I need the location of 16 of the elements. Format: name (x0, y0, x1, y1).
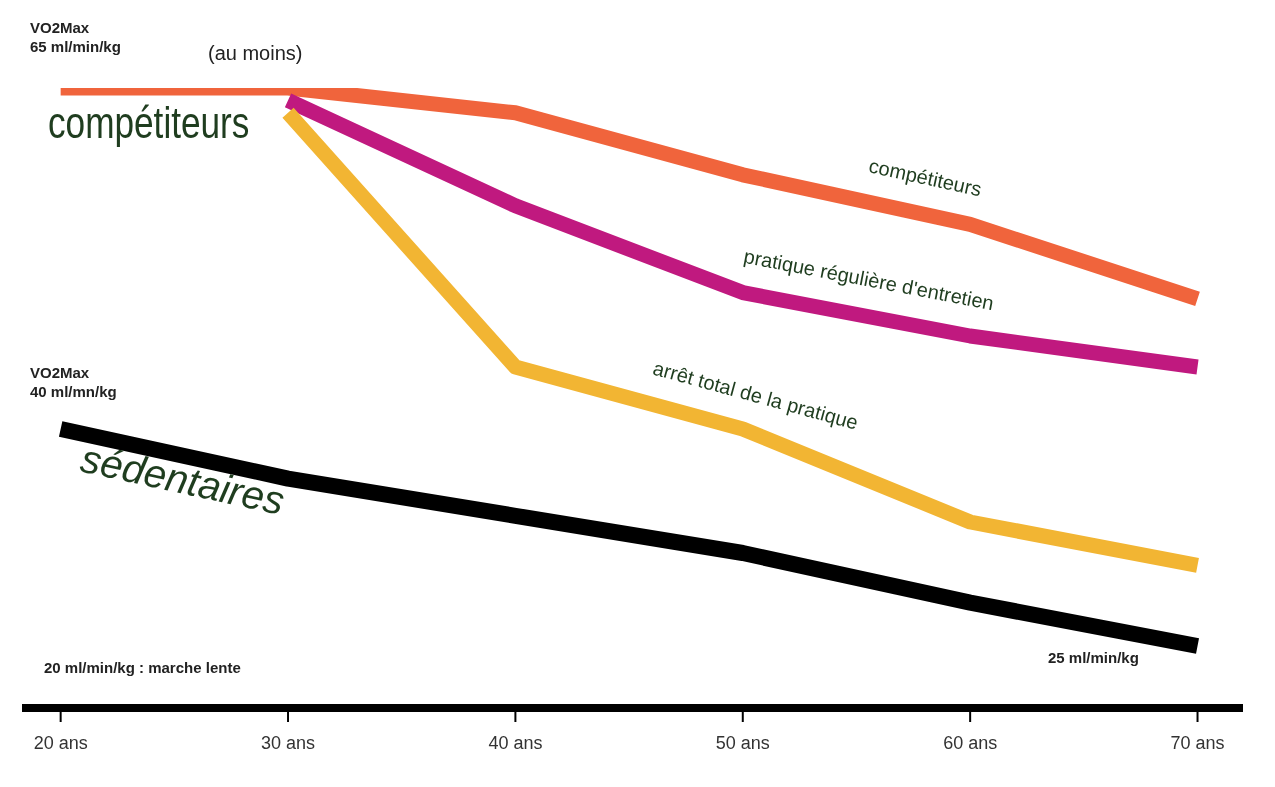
x-tick-label: 60 ans (943, 732, 998, 753)
text: (au moins) (208, 42, 303, 64)
text: pratique régulière d'entretien (742, 244, 996, 315)
x-tick-label: 30 ans (261, 732, 316, 753)
x-tick-label: 40 ans (488, 732, 543, 753)
text: sédentaires (77, 435, 289, 523)
x-tick-label: 50 ans (715, 732, 770, 753)
annotation: 25 ml/min/kg (1048, 649, 1139, 666)
annotation: compétiteurs (48, 98, 250, 147)
x-tick-label: 70 ans (1170, 732, 1225, 753)
text: arrêt total de la pratique (650, 356, 861, 434)
annotation: VO2Max 40 ml/mn/kg (30, 364, 117, 400)
text: VO2Max 65 ml/min/kg (30, 19, 121, 55)
annotation: 20 ml/min/kg : marche lente (44, 659, 241, 676)
x-tick-label: 20 ans (33, 732, 88, 753)
text: compétiteurs (866, 154, 984, 201)
